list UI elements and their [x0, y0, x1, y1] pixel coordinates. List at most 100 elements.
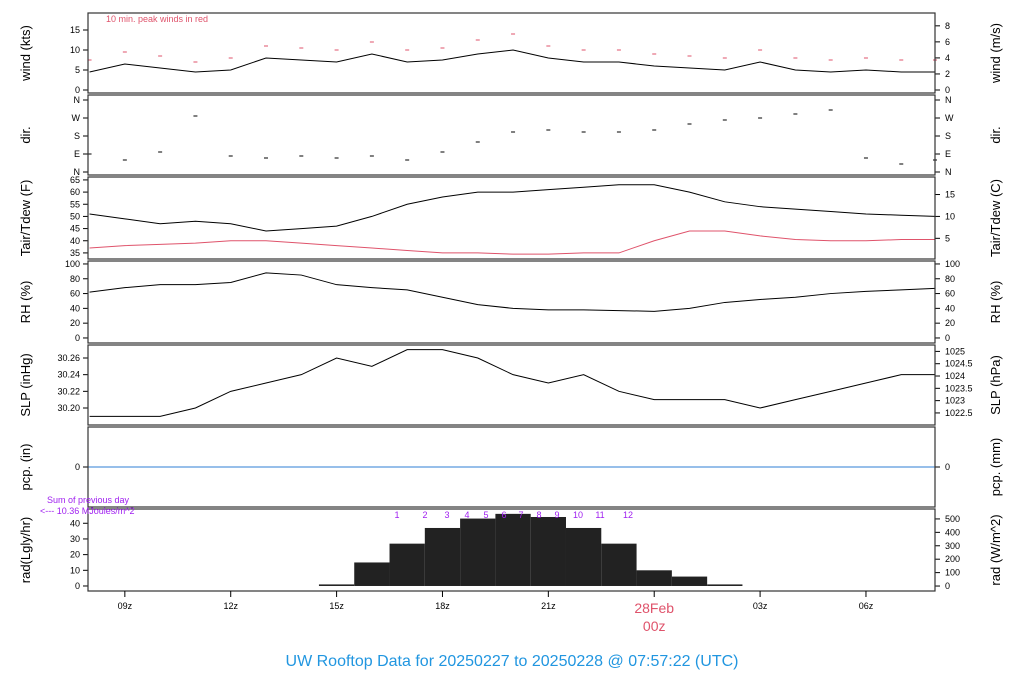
y-axis-label-right: pcp. (mm) — [988, 438, 1003, 497]
rad-bar — [530, 516, 566, 586]
y-tick-label: 20 — [70, 318, 80, 328]
y-tick-label-right: 100 — [945, 568, 960, 578]
y-tick-label: 0 — [75, 333, 80, 343]
y-axis-label-right: wind (m/s) — [988, 23, 1003, 84]
sun-hour-mark: 2 — [422, 510, 427, 520]
y-tick-label-right: 20 — [945, 318, 955, 328]
panel-frame — [87, 12, 936, 94]
y-tick-label-right: 1023.5 — [945, 383, 973, 393]
y-axis-label: SLP (inHg) — [18, 353, 33, 416]
y-tick-label-right: 4 — [945, 53, 950, 63]
y-tick-label-right: 200 — [945, 554, 960, 564]
y-axis-label: wind (kts) — [18, 25, 33, 82]
y-tick-label-right: 1025 — [945, 346, 965, 356]
panel-wind: 0 5 10 15 0 2 4 6 8 wind (kts) wind (m/s) 10 min. p… — [18, 12, 1003, 95]
series-line-slp — [89, 349, 935, 417]
rad-bar — [389, 543, 425, 586]
y-tick-label-right: 1024.5 — [945, 359, 973, 369]
y-tick-label-right: 5 — [945, 233, 950, 243]
y-tick-label: 40 — [70, 518, 80, 528]
rad-sum-text: <--- 10.36 MJoules/m^2 — [40, 506, 135, 516]
y-tick-label-right: N — [945, 167, 952, 177]
panel-frame — [87, 426, 936, 508]
x-tick-label: 12z — [223, 601, 238, 611]
y-tick-label: 40 — [70, 236, 80, 246]
y-tick-label-right: 80 — [945, 274, 955, 284]
y-axis-label-right: Tair/Tdew (C) — [988, 179, 1003, 257]
y-tick-label-right: 1024 — [945, 371, 965, 381]
y-tick-label-right: 400 — [945, 527, 960, 537]
y-axis-label: dir. — [18, 126, 33, 143]
panel-frame — [87, 344, 936, 426]
sun-hour-mark: 3 — [444, 510, 449, 520]
y-tick-label-right: 40 — [945, 303, 955, 313]
y-axis-label: pcp. (in) — [18, 444, 33, 491]
y-tick-label: 0 — [75, 581, 80, 591]
y-tick-label: 30.22 — [57, 386, 80, 396]
y-axis-label-right: rad (W/m^2) — [988, 514, 1003, 585]
y-tick-label: 30.20 — [57, 403, 80, 413]
rad-bar — [460, 518, 496, 586]
y-tick-label: 5 — [75, 65, 80, 75]
y-axis-label-right: RH (%) — [988, 281, 1003, 324]
rad-bar — [424, 527, 461, 586]
sun-hour-mark: 4 — [464, 510, 469, 520]
x-tick-label: 06z — [859, 601, 874, 611]
sun-hour-mark: 12 — [623, 510, 633, 520]
y-tick-label: 50 — [70, 211, 80, 221]
y-tick-label-right: 8 — [945, 21, 950, 31]
peak-wind-note: 10 min. peak winds in red — [106, 14, 208, 24]
panel-pcp: 0 0 pcp. (in) pcp. (mm) — [18, 426, 1003, 508]
series-line-wind — [89, 49, 935, 73]
panel-rh: 0 20 40 60 80 100 0 20 40 60 80 100 RH (%) RH (%) — [18, 259, 1003, 344]
x-tick-label: 09z — [118, 601, 133, 611]
y-tick-label: 60 — [70, 289, 80, 299]
chart-title: UW Rooftop Data for 20250227 to 20250228… — [286, 653, 739, 670]
series-line-Tdew — [89, 230, 935, 255]
y-tick-label-right: 0 — [945, 462, 950, 472]
sun-hour-mark: 5 — [483, 510, 488, 520]
y-tick-label-right: 6 — [945, 37, 950, 47]
y-tick-label: 0 — [75, 462, 80, 472]
sun-hour-mark: 8 — [536, 510, 541, 520]
sun-hour-mark: 6 — [501, 510, 506, 520]
y-tick-label: 30.26 — [57, 353, 80, 363]
panel-frame — [87, 176, 936, 260]
sun-hour-mark: 7 — [518, 510, 523, 520]
y-tick-label: S — [74, 131, 80, 141]
y-tick-label: N — [74, 95, 81, 105]
y-tick-label-right: 60 — [945, 289, 955, 299]
panel-frame — [87, 508, 936, 592]
sun-hour-mark: 9 — [554, 510, 559, 520]
rad-bar — [565, 527, 602, 586]
series-line-Tair — [89, 184, 936, 232]
y-tick-label: 55 — [70, 199, 80, 209]
rad-bar — [318, 584, 355, 586]
y-tick-label: 40 — [70, 303, 80, 313]
y-tick-label-right: 0 — [945, 581, 950, 591]
rad-bar — [354, 562, 390, 586]
sun-hour-mark: 10 — [573, 510, 583, 520]
x-tick-label: 21z — [541, 601, 556, 611]
sun-hour-mark: 11 — [595, 510, 604, 520]
y-axis-label: rad(Lgly/hr) — [18, 517, 33, 583]
y-tick-label: 65 — [70, 175, 80, 185]
y-tick-label: E — [74, 149, 80, 159]
y-tick-label-right: N — [945, 95, 952, 105]
y-axis-label-right: dir. — [988, 126, 1003, 143]
y-tick-label: 30 — [70, 534, 80, 544]
x-tick-label: 18z — [435, 601, 450, 611]
x-tick-label: 03z — [753, 601, 768, 611]
panel-frame — [87, 94, 936, 176]
date-marker-date: 28Feb — [634, 600, 674, 616]
panel-slp: 30.20 30.22 30.24 30.26 1022.5 1023 1023.5 1024… — [18, 344, 1003, 426]
panel-frame — [87, 260, 936, 344]
rad-bar — [495, 513, 531, 586]
y-tick-label: N — [74, 167, 81, 177]
rad-sum-text: Sum of previous day — [47, 495, 130, 505]
y-tick-label-right: 2 — [945, 69, 950, 79]
y-axis-label-right: SLP (hPa) — [988, 355, 1003, 415]
